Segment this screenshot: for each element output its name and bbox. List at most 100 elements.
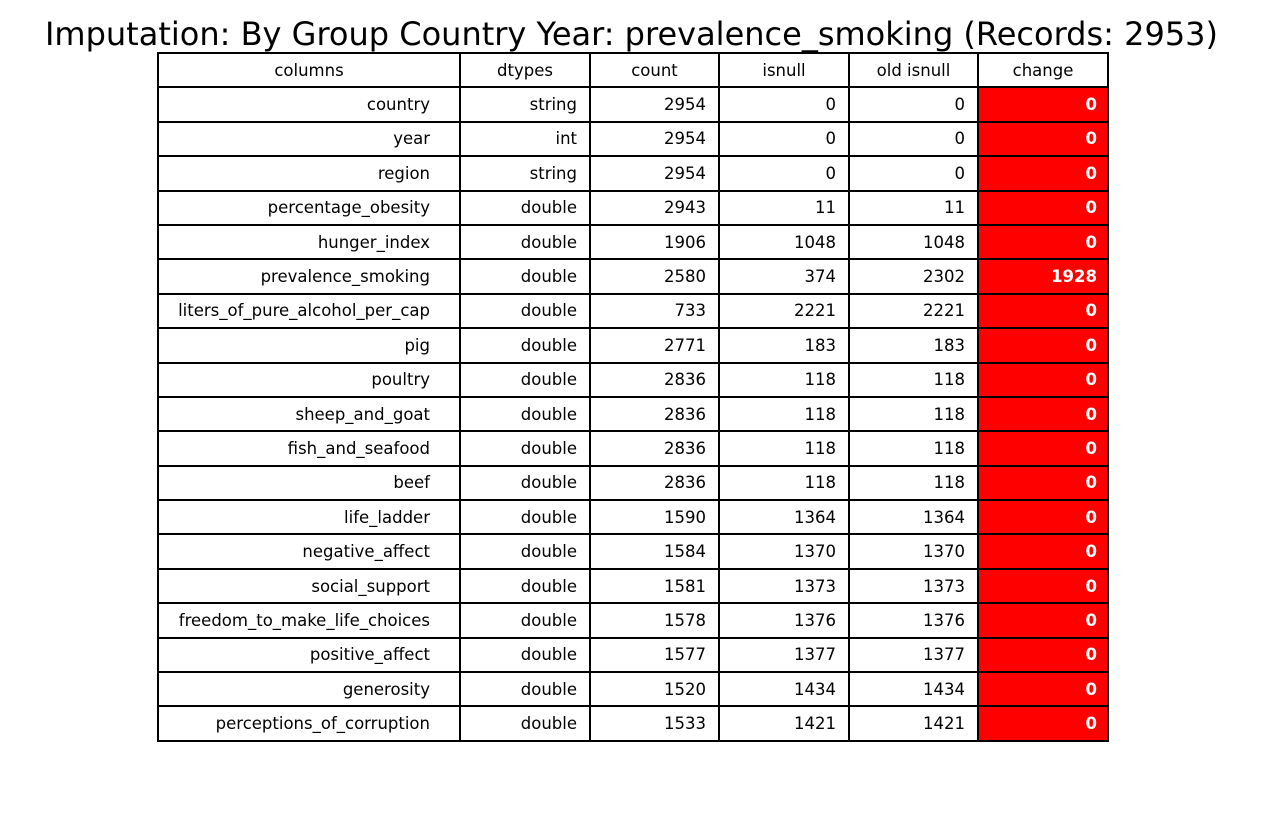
header-cell-isnull: isnull — [718, 51, 850, 89]
isnull-cell: 0 — [718, 155, 850, 192]
change-cell: 0 — [977, 120, 1109, 158]
change-cell: 0 — [977, 430, 1109, 467]
change-cell: 0 — [977, 567, 1109, 605]
table-row: social_support double 1581 1373 1373 0 — [157, 567, 1109, 605]
dtype-cell: double — [459, 671, 591, 708]
old-isnull-cell: 1048 — [848, 223, 979, 261]
count-cell: 1581 — [589, 567, 720, 605]
isnull-cell: 1434 — [718, 671, 850, 708]
isnull-cell: 11 — [718, 189, 850, 226]
isnull-cell: 374 — [718, 258, 850, 295]
table-row: fish_and_seafood double 2836 118 118 0 — [157, 430, 1109, 467]
dtype-cell: double — [459, 464, 591, 502]
old-isnull-cell: 118 — [848, 361, 979, 398]
dtype-cell: double — [459, 636, 591, 674]
dtype-cell: int — [459, 120, 591, 158]
isnull-cell: 1421 — [718, 705, 850, 742]
column-name-cell: social_support — [157, 567, 461, 605]
table-body: country string 2954 0 0 0 year int 2954 0 0 0 region… — [157, 86, 1109, 742]
column-name-cell: freedom_to_make_life_choices — [157, 602, 461, 639]
column-name-cell: beef — [157, 464, 461, 502]
table-row: sheep_and_goat double 2836 118 118 0 — [157, 395, 1109, 433]
table-row: positive_affect double 1577 1377 1377 0 — [157, 636, 1109, 674]
count-cell: 1584 — [589, 533, 720, 570]
dtype-cell: double — [459, 361, 591, 398]
dtype-cell: double — [459, 327, 591, 364]
count-cell: 2771 — [589, 327, 720, 364]
count-cell: 2580 — [589, 258, 720, 295]
dtype-cell: double — [459, 395, 591, 433]
count-cell: 2836 — [589, 395, 720, 433]
old-isnull-cell: 1377 — [848, 636, 979, 674]
old-isnull-cell: 1364 — [848, 499, 979, 536]
isnull-cell: 1376 — [718, 602, 850, 639]
table-row: life_ladder double 1590 1364 1364 0 — [157, 499, 1109, 536]
change-cell: 1928 — [977, 258, 1109, 295]
count-cell: 733 — [589, 292, 720, 330]
change-cell: 0 — [977, 189, 1109, 226]
header-cell-old-isnull: old isnull — [848, 51, 979, 89]
dtype-cell: double — [459, 430, 591, 467]
column-name-cell: poultry — [157, 361, 461, 398]
column-name-cell: percentage_obesity — [157, 189, 461, 226]
old-isnull-cell: 1421 — [848, 705, 979, 742]
table-row: liters_of_pure_alcohol_per_cap double 733 2… — [157, 292, 1109, 330]
count-cell: 2954 — [589, 155, 720, 192]
dtype-cell: double — [459, 223, 591, 261]
column-name-cell: perceptions_of_corruption — [157, 705, 461, 742]
header-cell-change: change — [977, 51, 1109, 89]
table-row: beef double 2836 118 118 0 — [157, 464, 1109, 502]
isnull-cell: 1364 — [718, 499, 850, 536]
header-cell-columns: columns — [157, 51, 461, 89]
column-name-cell: generosity — [157, 671, 461, 708]
table-row: perceptions_of_corruption double 1533 1421 1… — [157, 705, 1109, 742]
table-row: pig double 2771 183 183 0 — [157, 327, 1109, 364]
table-row: region string 2954 0 0 0 — [157, 155, 1109, 192]
isnull-cell: 118 — [718, 464, 850, 502]
change-cell: 0 — [977, 499, 1109, 536]
isnull-cell: 118 — [718, 361, 850, 398]
change-cell: 0 — [977, 361, 1109, 398]
old-isnull-cell: 118 — [848, 430, 979, 467]
column-name-cell: region — [157, 155, 461, 192]
column-name-cell: positive_affect — [157, 636, 461, 674]
header-row: columns dtypes count isnull old isnull c… — [157, 51, 1109, 89]
old-isnull-cell: 0 — [848, 155, 979, 192]
change-cell: 0 — [977, 327, 1109, 364]
column-name-cell: liters_of_pure_alcohol_per_cap — [157, 292, 461, 330]
count-cell: 2954 — [589, 120, 720, 158]
count-cell: 2954 — [589, 86, 720, 123]
change-cell: 0 — [977, 533, 1109, 570]
dtype-cell: double — [459, 189, 591, 226]
old-isnull-cell: 2302 — [848, 258, 979, 295]
header-cell-count: count — [589, 51, 720, 89]
old-isnull-cell: 118 — [848, 464, 979, 502]
isnull-cell: 1048 — [718, 223, 850, 261]
isnull-cell: 0 — [718, 86, 850, 123]
count-cell: 1578 — [589, 602, 720, 639]
count-cell: 1906 — [589, 223, 720, 261]
dtype-cell: double — [459, 602, 591, 639]
dtype-cell: double — [459, 258, 591, 295]
chart-title: Imputation: By Group Country Year: preva… — [44, 15, 1219, 53]
table-row: percentage_obesity double 2943 11 11 0 — [157, 189, 1109, 226]
isnull-cell: 118 — [718, 395, 850, 433]
column-name-cell: year — [157, 120, 461, 158]
old-isnull-cell: 11 — [848, 189, 979, 226]
count-cell: 2836 — [589, 464, 720, 502]
old-isnull-cell: 1434 — [848, 671, 979, 708]
column-name-cell: country — [157, 86, 461, 123]
old-isnull-cell: 1370 — [848, 533, 979, 570]
change-cell: 0 — [977, 395, 1109, 433]
table-row: negative_affect double 1584 1370 1370 0 — [157, 533, 1109, 570]
old-isnull-cell: 1376 — [848, 602, 979, 639]
dtype-cell: double — [459, 292, 591, 330]
count-cell: 1590 — [589, 499, 720, 536]
table-row: country string 2954 0 0 0 — [157, 86, 1109, 123]
column-name-cell: hunger_index — [157, 223, 461, 261]
table-row: generosity double 1520 1434 1434 0 — [157, 671, 1109, 708]
change-cell: 0 — [977, 705, 1109, 742]
dtype-cell: string — [459, 86, 591, 123]
table-row: freedom_to_make_life_choices double 1578 13… — [157, 602, 1109, 639]
old-isnull-cell: 0 — [848, 120, 979, 158]
